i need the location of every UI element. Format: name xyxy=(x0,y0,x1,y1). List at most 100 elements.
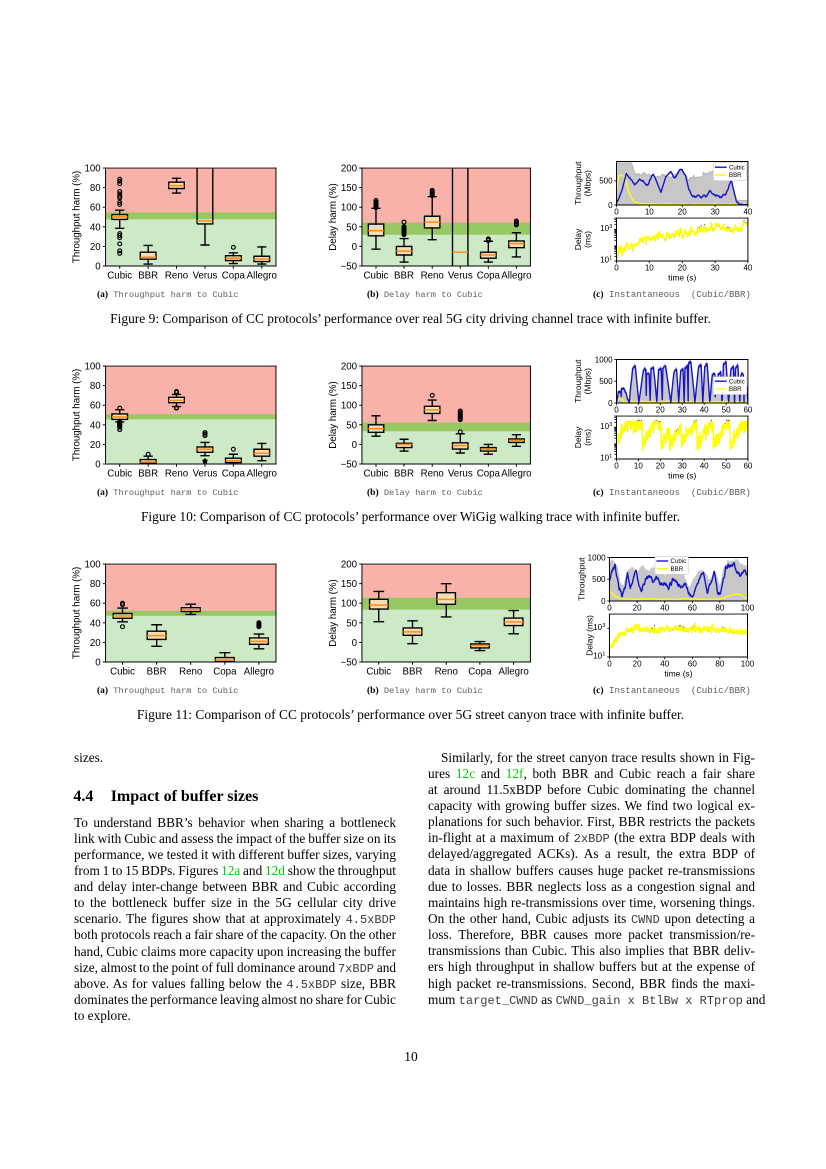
svg-text:60: 60 xyxy=(90,599,101,610)
svg-text:Throughput: Throughput xyxy=(573,161,583,205)
svg-text:200: 200 xyxy=(341,560,358,571)
svg-text:150: 150 xyxy=(341,183,358,194)
svg-text:80: 80 xyxy=(715,660,724,669)
svg-text:1000: 1000 xyxy=(595,355,613,364)
svg-text:(Mbps): (Mbps) xyxy=(582,368,592,395)
svg-text:Delay (ms): Delay (ms) xyxy=(585,615,595,656)
svg-text:Allegro: Allegro xyxy=(247,468,277,479)
svg-text:Delay: Delay xyxy=(573,426,583,448)
svg-text:Throughput harm (%): Throughput harm (%) xyxy=(72,567,83,659)
svg-text:Throughput harm (%): Throughput harm (%) xyxy=(72,171,83,263)
svg-text:Cubic: Cubic xyxy=(364,270,389,281)
svg-text:40: 40 xyxy=(90,420,101,431)
svg-text:20: 20 xyxy=(678,264,687,273)
svg-text:Cubic: Cubic xyxy=(110,666,135,677)
svg-text:60: 60 xyxy=(688,660,697,669)
svg-text:0: 0 xyxy=(95,262,101,273)
svg-text:0: 0 xyxy=(601,597,606,606)
svg-text:Allegro: Allegro xyxy=(498,666,528,677)
svg-text:BBR: BBR xyxy=(729,172,742,179)
svg-text:0: 0 xyxy=(608,201,613,210)
svg-text:(ms): (ms) xyxy=(582,429,592,446)
svg-text:0: 0 xyxy=(614,406,619,415)
svg-text:Cubic: Cubic xyxy=(729,378,745,385)
svg-text:Delay harm (%): Delay harm (%) xyxy=(328,183,339,251)
svg-text:BBR: BBR xyxy=(394,468,414,479)
svg-text:Allegro: Allegro xyxy=(244,666,274,677)
svg-text:40: 40 xyxy=(700,406,709,415)
svg-text:Delay harm (%): Delay harm (%) xyxy=(328,381,339,449)
svg-text:0: 0 xyxy=(607,604,612,613)
svg-text:20: 20 xyxy=(656,406,665,415)
svg-text:60: 60 xyxy=(688,604,697,613)
svg-text:Throughput: Throughput xyxy=(576,557,586,601)
svg-text:20: 20 xyxy=(90,242,101,253)
svg-text:103: 103 xyxy=(600,422,612,431)
svg-text:10: 10 xyxy=(645,264,654,273)
svg-text:200: 200 xyxy=(341,362,358,373)
svg-text:0: 0 xyxy=(614,208,619,217)
svg-text:time (s): time (s) xyxy=(668,470,696,480)
svg-text:Reno: Reno xyxy=(421,270,444,281)
svg-text:80: 80 xyxy=(715,604,724,613)
svg-text:Cubic: Cubic xyxy=(729,164,745,171)
svg-text:time (s): time (s) xyxy=(664,668,692,678)
svg-text:40: 40 xyxy=(90,618,101,629)
svg-text:Reno: Reno xyxy=(421,468,444,479)
svg-text:101: 101 xyxy=(600,256,612,265)
svg-text:40: 40 xyxy=(660,660,669,669)
svg-text:50: 50 xyxy=(346,618,357,629)
svg-text:80: 80 xyxy=(90,183,101,194)
svg-text:Cubic: Cubic xyxy=(364,468,389,479)
svg-text:−50: −50 xyxy=(341,262,358,273)
svg-text:Throughput: Throughput xyxy=(573,359,583,403)
svg-text:Copa: Copa xyxy=(222,270,246,281)
svg-text:Copa: Copa xyxy=(477,270,501,281)
svg-text:0: 0 xyxy=(95,658,101,669)
svg-text:Allegro: Allegro xyxy=(247,270,277,281)
svg-text:0: 0 xyxy=(614,462,619,471)
svg-text:20: 20 xyxy=(90,638,101,649)
svg-text:0: 0 xyxy=(95,460,101,471)
svg-text:Allegro: Allegro xyxy=(501,270,531,281)
svg-text:0: 0 xyxy=(352,242,358,253)
svg-text:Reno: Reno xyxy=(165,468,188,479)
svg-text:10: 10 xyxy=(634,462,643,471)
svg-text:1000: 1000 xyxy=(588,553,606,562)
svg-text:60: 60 xyxy=(743,406,752,415)
svg-text:Copa: Copa xyxy=(468,666,492,677)
svg-text:500: 500 xyxy=(592,575,606,584)
svg-text:100: 100 xyxy=(84,560,101,571)
svg-text:30: 30 xyxy=(678,406,687,415)
svg-text:Allegro: Allegro xyxy=(501,468,531,479)
svg-text:BBR: BBR xyxy=(671,566,684,573)
svg-text:60: 60 xyxy=(90,203,101,214)
svg-text:40: 40 xyxy=(90,222,101,233)
svg-text:103: 103 xyxy=(593,623,605,632)
svg-text:Cubic: Cubic xyxy=(366,666,391,677)
svg-text:20: 20 xyxy=(633,660,642,669)
svg-text:Verus: Verus xyxy=(193,468,218,479)
svg-text:(Mbps): (Mbps) xyxy=(582,170,592,197)
svg-text:Reno: Reno xyxy=(435,666,458,677)
svg-text:150: 150 xyxy=(341,579,358,590)
svg-text:80: 80 xyxy=(90,579,101,590)
svg-text:100: 100 xyxy=(341,401,358,412)
svg-text:Cubic: Cubic xyxy=(107,468,132,479)
svg-text:Delay: Delay xyxy=(573,228,583,250)
svg-text:100: 100 xyxy=(341,599,358,610)
svg-text:Copa: Copa xyxy=(213,666,237,677)
svg-text:Copa: Copa xyxy=(222,468,246,479)
svg-text:40: 40 xyxy=(700,462,709,471)
svg-text:50: 50 xyxy=(346,420,357,431)
svg-text:Reno: Reno xyxy=(179,666,202,677)
svg-text:101: 101 xyxy=(600,454,612,463)
svg-text:BBR: BBR xyxy=(394,270,414,281)
svg-text:BBR: BBR xyxy=(729,386,742,393)
svg-text:50: 50 xyxy=(722,406,731,415)
svg-text:0: 0 xyxy=(352,638,358,649)
svg-text:50: 50 xyxy=(346,222,357,233)
svg-text:20: 20 xyxy=(678,208,687,217)
svg-text:−50: −50 xyxy=(341,658,358,669)
svg-text:Reno: Reno xyxy=(165,270,188,281)
